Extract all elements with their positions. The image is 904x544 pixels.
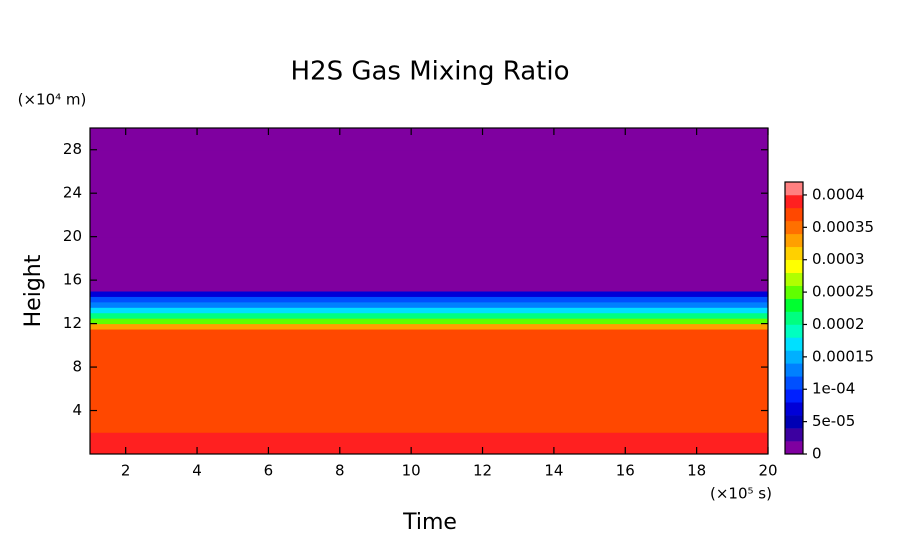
contour-band — [90, 149, 768, 194]
colorbar-cell — [785, 272, 803, 286]
colorbar-tick-label: 0.0003 — [812, 250, 865, 268]
colorbar-cell — [785, 389, 803, 403]
contour-band — [90, 296, 768, 303]
colorbar-tick-label: 0.0002 — [812, 315, 865, 333]
x-unit: (×10⁵ s) — [710, 485, 772, 503]
contour-band — [90, 301, 768, 308]
contour-band — [90, 432, 768, 455]
contour-band — [90, 345, 768, 368]
y-tick-label: 24 — [63, 184, 82, 202]
colorbar-tick-label: 0.0004 — [812, 185, 865, 203]
x-tick-label: 16 — [616, 462, 635, 480]
contour-band — [90, 388, 768, 412]
plot-frame — [89, 127, 769, 455]
x-tick-label: 18 — [687, 462, 706, 480]
colorbar-cell — [785, 415, 803, 429]
contour-band — [90, 291, 768, 297]
x-tick-label: 14 — [544, 462, 563, 480]
colorbar-cell — [785, 441, 803, 455]
colorbar-tick-label: 5e-05 — [812, 412, 855, 430]
colorbar-cell — [785, 246, 803, 261]
contour-band — [90, 193, 768, 238]
x-tick-label: 2 — [121, 462, 131, 480]
y-unit: (×10⁴ m) — [18, 91, 87, 109]
colorbar-cell — [785, 285, 803, 299]
colorbar-cell — [785, 363, 803, 377]
contour-band — [90, 318, 768, 325]
colorbar-tick-label: 1e-04 — [812, 380, 855, 398]
x-tick-label: 4 — [192, 462, 202, 480]
contour-band — [90, 323, 768, 330]
contour-band — [90, 329, 768, 335]
y-tick-label: 16 — [63, 271, 82, 289]
colorbar-cell — [785, 337, 803, 351]
x-tick-label: 12 — [473, 462, 492, 480]
chart-title: H2S Gas Mixing Ratio — [290, 57, 569, 87]
colorbar-cell — [785, 350, 803, 364]
y-tick-label: 12 — [63, 314, 82, 332]
colorbar-cell — [785, 428, 803, 442]
colorbar-tick-label: 0.00015 — [812, 347, 874, 365]
x-axis-label: Time — [402, 510, 457, 535]
colorbar-frame — [784, 181, 804, 455]
colorbar-tick-label: 0.00025 — [812, 283, 874, 301]
colorbar-cell — [785, 298, 803, 312]
colorbar-cell — [785, 324, 803, 338]
x-tick-label: 8 — [335, 462, 345, 480]
colorbar-cell — [785, 402, 803, 416]
colorbar-cell — [785, 376, 803, 390]
contour-band — [90, 128, 768, 151]
colorbar-cell — [785, 207, 803, 222]
x-tick-label: 10 — [402, 462, 421, 480]
contour-band — [90, 312, 768, 319]
contour-band — [90, 367, 768, 390]
y-tick-label: 20 — [63, 227, 82, 245]
y-axis-label: Height — [21, 254, 46, 327]
contour-band — [90, 307, 768, 314]
contour-band — [90, 410, 768, 433]
x-tick-label: 20 — [758, 462, 777, 480]
y-tick-label: 4 — [72, 401, 82, 419]
contour-band — [90, 236, 768, 281]
y-tick-label: 28 — [63, 140, 82, 158]
colorbar-cell — [785, 233, 803, 248]
colorbar-cell — [785, 182, 803, 196]
colorbar-tick-label: 0.00035 — [812, 218, 874, 236]
colorbar-cell — [785, 311, 803, 325]
colorbar-cell — [785, 220, 803, 235]
contour-band — [90, 280, 768, 292]
x-tick-label: 6 — [264, 462, 274, 480]
contour-band — [90, 334, 768, 346]
colorbar-cell — [785, 259, 803, 273]
y-tick-label: 8 — [72, 358, 82, 376]
colorbar-cell — [785, 194, 803, 209]
colorbar-tick-label: 0 — [812, 445, 822, 463]
